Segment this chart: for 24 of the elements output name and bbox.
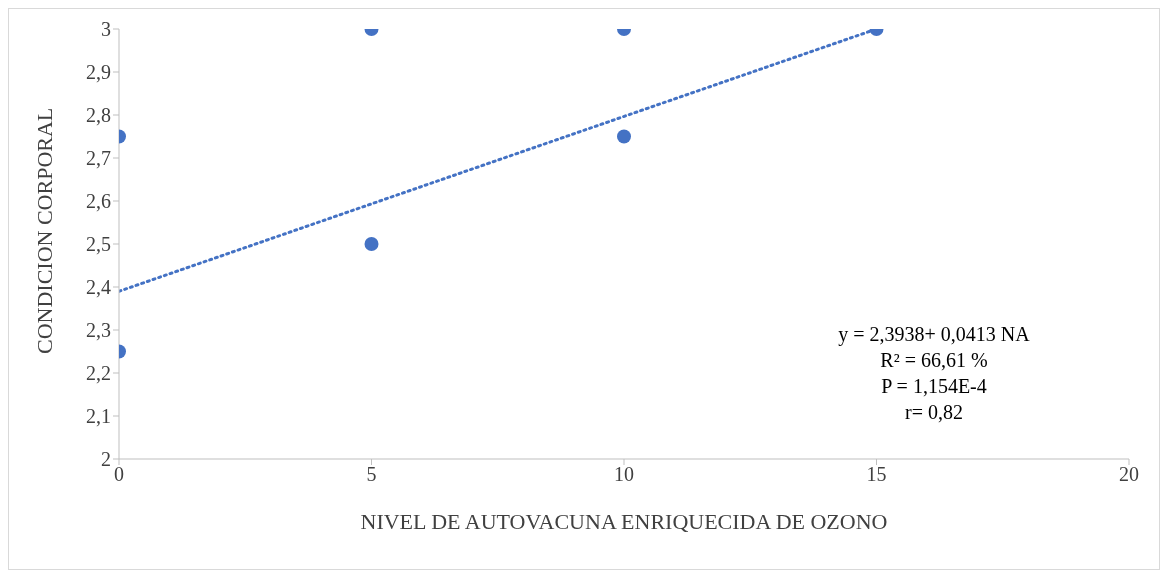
x-tick-label: 5 (366, 463, 377, 486)
point (617, 129, 631, 144)
y-tick-label: 2,5 (86, 233, 111, 256)
y-tick-label: 2,9 (86, 61, 111, 84)
y-axis-title: CONDICION CORPORAL (31, 107, 57, 354)
annotation: P = 1,154E-4 (880, 374, 988, 399)
y-tick-label: 2,7 (86, 147, 111, 170)
y-tick-label: 2,6 (86, 190, 111, 213)
y-tick-label: 2,2 (86, 362, 111, 385)
x-tick-label: 20 (1119, 463, 1139, 486)
annotation: R² = 66,61 % (879, 348, 989, 373)
y-tick-label: 2 (101, 448, 111, 471)
x-axis-title: NIVEL DE AUTOVACUNA ENRIQUECIDA DE OZONO (360, 509, 888, 534)
x-tick-label: 0 (114, 463, 124, 486)
y-tick-label: 2,4 (86, 276, 111, 299)
annotation: y = 2,3938+ 0,0413 NA (837, 322, 1031, 347)
point (364, 237, 379, 251)
y-tick-label: 2,1 (86, 405, 111, 428)
annotation: r= 0,82 (904, 400, 964, 425)
x-tick-label: 10 (614, 463, 634, 486)
y-tick-label: 2,8 (86, 104, 111, 127)
y-tick-label: 3 (101, 18, 111, 41)
y-tick-label: 2,3 (86, 319, 111, 342)
x-tick-label: 15 (866, 463, 887, 486)
